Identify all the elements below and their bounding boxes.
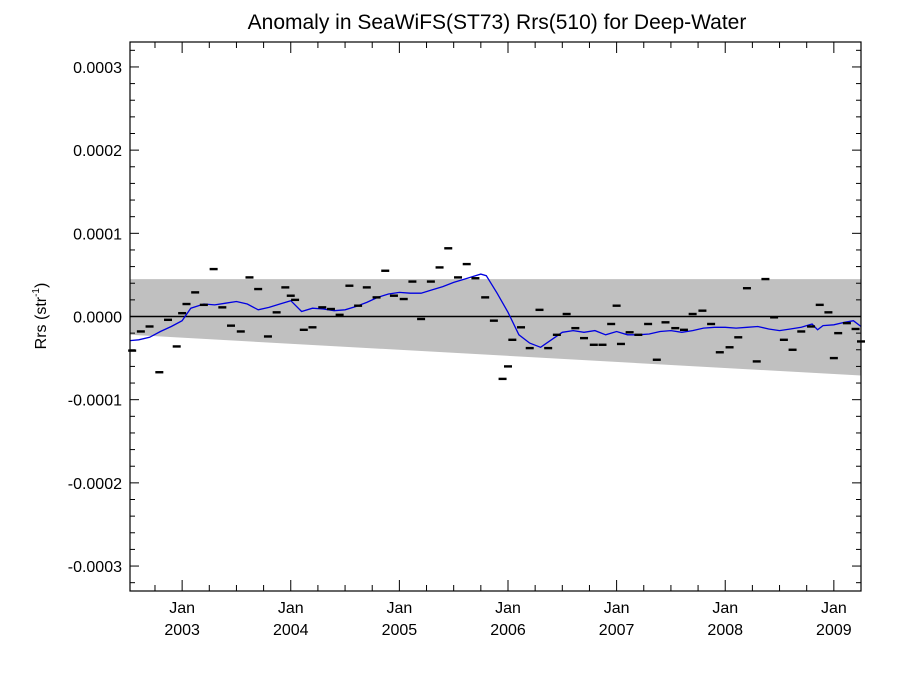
chart-title: Anomaly in SeaWiFS(ST73) Rrs(510) for De… bbox=[248, 11, 747, 34]
y-tick-label: 0.0003 bbox=[73, 60, 122, 77]
x-tick-month-label: Jan bbox=[386, 600, 412, 617]
x-tick-month-label: Jan bbox=[169, 600, 195, 617]
x-tick-month-label: Jan bbox=[604, 600, 630, 617]
x-tick-year-label: 2007 bbox=[599, 622, 635, 639]
x-tick-year-label: 2005 bbox=[382, 622, 418, 639]
x-tick-year-label: 2003 bbox=[164, 622, 200, 639]
plot-area bbox=[128, 41, 865, 592]
x-tick-year-label: 2006 bbox=[490, 622, 526, 639]
x-tick-year-label: 2009 bbox=[816, 622, 852, 639]
y-axis-label: Rrs (str-1) bbox=[31, 283, 50, 350]
x-tick-month-label: Jan bbox=[495, 600, 521, 617]
x-tick-year-label: 2008 bbox=[707, 622, 743, 639]
uncertainty-band bbox=[130, 279, 861, 376]
y-tick-label: -0.0003 bbox=[68, 559, 122, 576]
x-tick-month-label: Jan bbox=[712, 600, 738, 617]
y-tick-label: -0.0002 bbox=[68, 476, 122, 493]
y-axis-label-superscript: -1 bbox=[31, 288, 42, 297]
x-tick-year-label: 2004 bbox=[273, 622, 309, 639]
x-tick-month-label: Jan bbox=[821, 600, 847, 617]
y-tick-label: 0.0002 bbox=[73, 143, 122, 160]
y-tick-label: 0.0001 bbox=[73, 226, 122, 243]
y-tick-label: -0.0001 bbox=[68, 393, 122, 410]
running-mean-line bbox=[129, 273, 862, 349]
x-tick-month-label: Jan bbox=[278, 600, 304, 617]
y-axis-label-close: ) bbox=[33, 283, 50, 288]
y-tick-label: 0.0000 bbox=[73, 310, 122, 327]
x-axis: Jan 2003 Jan 2004 Jan 2005 Jan 2006 Jan 2007 Jan 20… bbox=[154, 42, 862, 639]
y-axis: -0.0003 -0.0002 -0.0001 0.0000 0.0001 0.0002 0… bbox=[68, 49, 861, 584]
y-axis-label-main: Rrs (str bbox=[33, 296, 50, 349]
